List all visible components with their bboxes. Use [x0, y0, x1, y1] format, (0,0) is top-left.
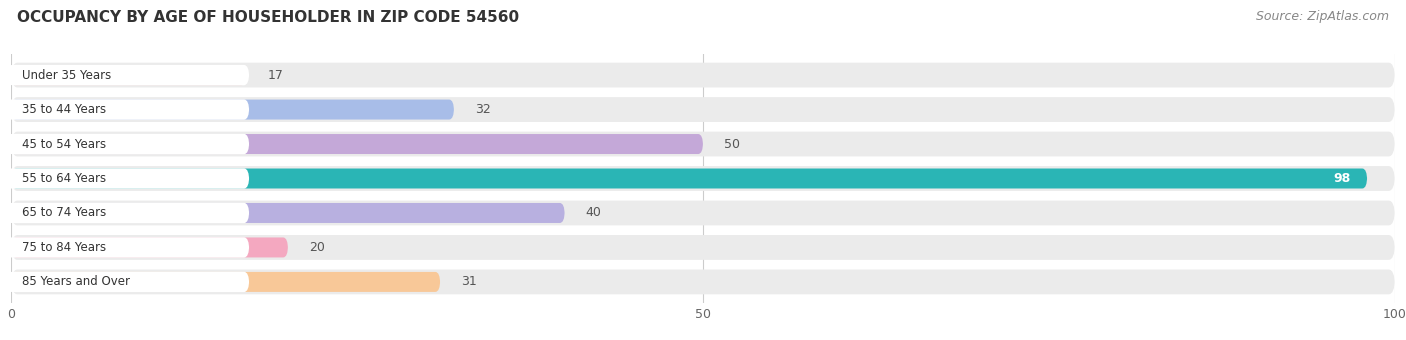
Text: 45 to 54 Years: 45 to 54 Years [22, 137, 107, 151]
Text: 50: 50 [724, 137, 740, 151]
Text: 31: 31 [461, 275, 477, 288]
Text: 17: 17 [267, 69, 283, 82]
FancyBboxPatch shape [11, 97, 1395, 122]
FancyBboxPatch shape [11, 169, 1367, 188]
Text: Under 35 Years: Under 35 Years [22, 69, 111, 82]
FancyBboxPatch shape [11, 203, 565, 223]
FancyBboxPatch shape [7, 237, 249, 258]
FancyBboxPatch shape [11, 272, 440, 292]
FancyBboxPatch shape [7, 272, 249, 292]
FancyBboxPatch shape [11, 201, 1395, 225]
FancyBboxPatch shape [11, 270, 1395, 294]
Text: 55 to 64 Years: 55 to 64 Years [22, 172, 107, 185]
Text: 40: 40 [585, 206, 602, 220]
FancyBboxPatch shape [7, 65, 249, 85]
Text: 35 to 44 Years: 35 to 44 Years [22, 103, 107, 116]
Text: Source: ZipAtlas.com: Source: ZipAtlas.com [1256, 10, 1389, 23]
FancyBboxPatch shape [11, 63, 1395, 87]
Text: 98: 98 [1333, 172, 1351, 185]
FancyBboxPatch shape [7, 99, 249, 120]
FancyBboxPatch shape [11, 235, 1395, 260]
Text: OCCUPANCY BY AGE OF HOUSEHOLDER IN ZIP CODE 54560: OCCUPANCY BY AGE OF HOUSEHOLDER IN ZIP C… [17, 10, 519, 25]
FancyBboxPatch shape [11, 166, 1395, 191]
FancyBboxPatch shape [11, 132, 1395, 156]
Text: 20: 20 [309, 241, 325, 254]
FancyBboxPatch shape [11, 65, 246, 85]
FancyBboxPatch shape [7, 168, 249, 189]
FancyBboxPatch shape [11, 134, 703, 154]
Text: 32: 32 [475, 103, 491, 116]
Text: 85 Years and Over: 85 Years and Over [22, 275, 131, 288]
FancyBboxPatch shape [11, 100, 454, 120]
FancyBboxPatch shape [7, 203, 249, 223]
Text: 75 to 84 Years: 75 to 84 Years [22, 241, 107, 254]
FancyBboxPatch shape [7, 134, 249, 154]
Text: 65 to 74 Years: 65 to 74 Years [22, 206, 107, 220]
FancyBboxPatch shape [11, 237, 288, 257]
